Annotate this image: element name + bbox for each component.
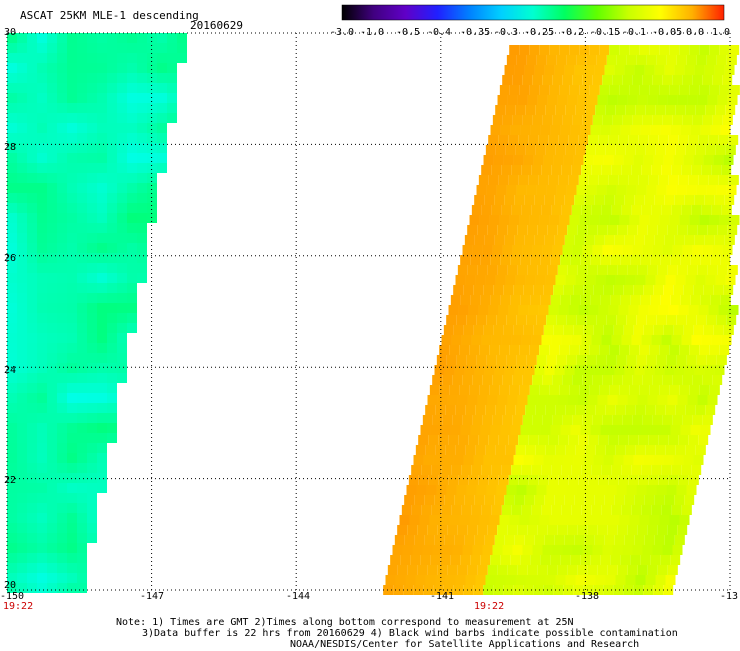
lon-label: -13 bbox=[720, 591, 739, 602]
scale-label: -0.05 bbox=[652, 27, 683, 38]
scale-label: -0.4 bbox=[427, 27, 452, 38]
scale-label: -0.3 bbox=[494, 27, 519, 38]
scale-label: -1.0 bbox=[360, 27, 385, 38]
scale-label: 1.0 bbox=[712, 27, 731, 38]
scale-label: -0.1 bbox=[622, 27, 647, 38]
lat-label: 24 bbox=[4, 365, 17, 376]
lat-label: 22 bbox=[4, 475, 17, 486]
lat-label: 30 bbox=[4, 27, 17, 38]
scale-label: -0.2 bbox=[560, 27, 585, 38]
swath-east bbox=[383, 45, 740, 595]
lon-label: -138 bbox=[575, 591, 600, 602]
lat-lon-grid bbox=[6, 32, 731, 591]
scale-label: -3.0 bbox=[330, 27, 355, 38]
map-title: ASCAT 25KM MLE-1 descending bbox=[20, 9, 199, 22]
scale-label: -0.15 bbox=[590, 27, 621, 38]
lon-label: -147 bbox=[140, 591, 165, 602]
lon-label: -150 bbox=[0, 591, 25, 602]
scale-label: -0.5 bbox=[396, 27, 421, 38]
swath-west bbox=[7, 33, 187, 593]
lon-label: -141 bbox=[430, 591, 455, 602]
lon-label: -144 bbox=[286, 591, 311, 602]
lat-label: 26 bbox=[4, 253, 17, 264]
scale-label: -0.25 bbox=[524, 27, 555, 38]
note-line-2: 3)Data buffer is 22 hrs from 20160629 4)… bbox=[142, 628, 678, 639]
swath-time-west: 19:22 bbox=[3, 601, 34, 612]
scale-label: 0.0 bbox=[686, 27, 705, 38]
lat-label: 20 bbox=[4, 580, 17, 591]
map-date: 20160629 bbox=[190, 19, 243, 32]
lat-label: 28 bbox=[4, 142, 17, 153]
swath-time-east: 19:22 bbox=[474, 601, 505, 612]
note-line-3: NOAA/NESDIS/Center for Satellite Applica… bbox=[290, 639, 640, 650]
scale-label: -0.35 bbox=[460, 27, 491, 38]
color-scale-bar bbox=[341, 4, 725, 21]
note-line-1: Note: 1) Times are GMT 2)Times along bot… bbox=[116, 617, 574, 628]
